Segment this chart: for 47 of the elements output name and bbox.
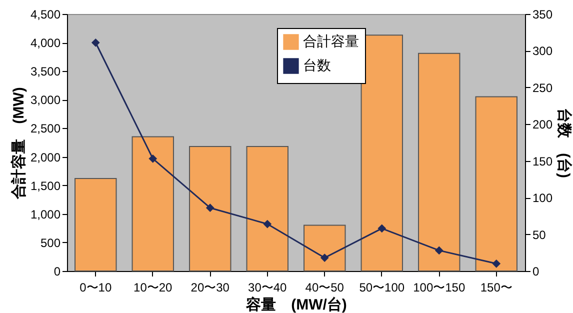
point: [91, 38, 100, 47]
x-tick-label: 50〜100: [359, 280, 405, 294]
y-tick-label: 4,500: [30, 8, 61, 22]
y-tick-label: 3,000: [30, 93, 61, 108]
x-tick-label: 40〜50: [305, 280, 344, 294]
y2-tick-label: 100: [532, 191, 553, 206]
x-tick-label: 30〜40: [248, 280, 288, 294]
y2-tick-label: 300: [532, 44, 553, 58]
y-tick-label: 3,500: [30, 64, 61, 79]
y-tick-label: 1,000: [30, 207, 61, 222]
legend-label: 台数: [303, 57, 331, 73]
bar: [74, 178, 117, 272]
x-tick-label: 100〜150: [413, 280, 466, 294]
y2-tick-label: 250: [532, 80, 553, 95]
bar: [475, 96, 518, 272]
point: [148, 154, 158, 163]
y-tick-label: 2,000: [30, 150, 61, 164]
y2-axis-title: 台数 (台): [556, 108, 573, 178]
point: [206, 204, 214, 212]
y-tick-label: 2,500: [30, 122, 61, 136]
bar: [132, 136, 174, 272]
y-tick-label: 4,000: [30, 36, 61, 50]
x-tick-label: 20〜30: [190, 280, 230, 294]
bar: [418, 52, 460, 272]
point: [434, 246, 444, 255]
y2-tick-label: 350: [532, 8, 553, 22]
point: [378, 224, 386, 233]
x-tick-label: 10〜20: [134, 280, 173, 294]
bar: [246, 146, 288, 272]
x-tick-label: 0〜10: [80, 280, 112, 294]
x-axis-title: 容量 (MW/台): [245, 296, 347, 313]
y2-tick-label: 200: [532, 118, 553, 132]
point: [492, 259, 501, 268]
y2-tick-label: 150: [532, 154, 553, 168]
bar: [189, 146, 232, 272]
y-axis-title: 合計容量 (MW): [9, 87, 28, 200]
legend-label: 合計容量: [303, 33, 359, 49]
bar: [304, 224, 346, 272]
y-tick-label: 1,500: [30, 178, 61, 193]
x-tick-label: 150〜: [480, 280, 512, 294]
y2-tick-label: 0: [532, 264, 540, 278]
point: [320, 254, 329, 262]
y2-tick-label: 50: [532, 228, 546, 242]
y-tick-label: 500: [40, 236, 61, 250]
y-tick-label: 0: [54, 264, 61, 278]
point: [263, 220, 272, 228]
bar: [360, 34, 403, 272]
